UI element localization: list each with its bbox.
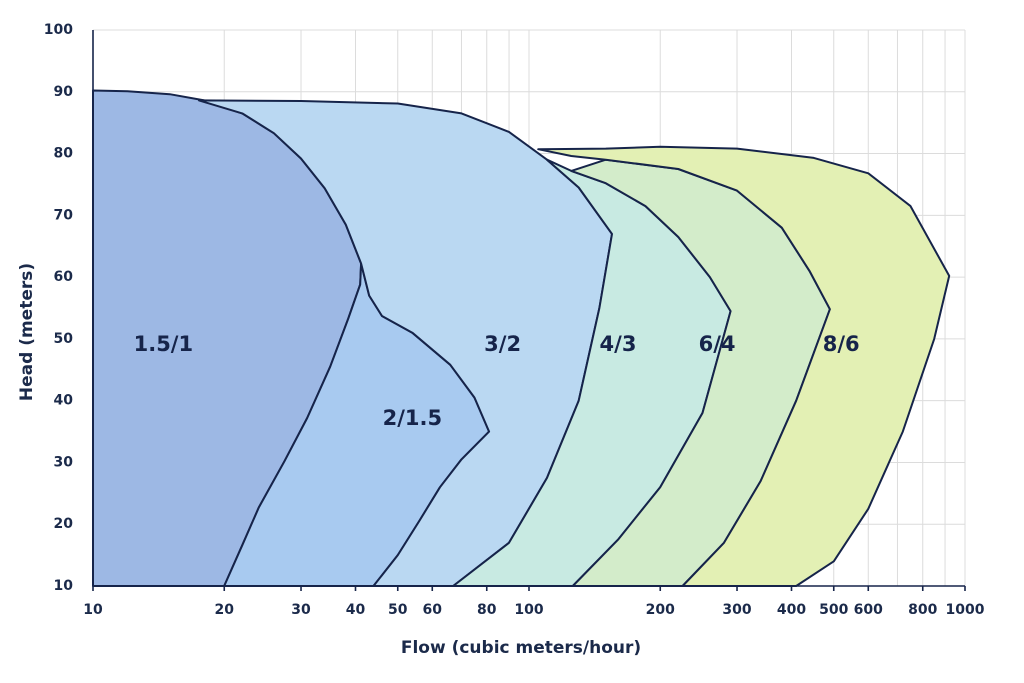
x-tick-label: 300 [722,602,751,618]
y-tick-label: 40 [54,393,74,409]
region-label-4-3: 4/3 [600,332,637,356]
region-label-6-4: 6/4 [699,332,736,356]
x-tick-label: 1000 [946,602,985,618]
x-tick-label: 200 [646,602,675,618]
region-label-8-6: 8/6 [823,332,860,356]
x-tick-label: 30 [291,602,311,618]
x-axis-title: Flow (cubic meters/hour) [401,638,641,658]
y-tick-label: 20 [54,516,74,532]
x-tick-label: 100 [514,602,543,618]
x-tick-label: 80 [477,602,497,618]
x-tick-label: 800 [908,602,937,618]
y-tick-label: 90 [54,84,74,100]
x-tick-label: 10 [83,602,103,618]
region-label-3-2: 3/2 [484,332,521,356]
region-label-1-5-1: 1.5/1 [134,332,193,356]
x-tick-label: 40 [346,602,366,618]
y-tick-label: 30 [54,454,74,470]
performance-regions [92,89,951,587]
x-tick-label: 500 [819,602,848,618]
x-tick-label: 50 [388,602,408,618]
x-tick-labels: 10 20 30 40 50 60 80 100 200 300 400 500 600 800 1000 [83,586,985,618]
y-tick-label: 100 [44,22,73,38]
x-tick-label: 20 [215,602,235,618]
y-tick-labels: 10 20 30 40 50 60 70 80 90 100 [44,22,73,594]
y-tick-label: 10 [54,578,74,594]
y-tick-label: 70 [54,207,74,223]
region-labels: 1.5/1 2/1.5 3/2 4/3 6/4 8/6 [134,332,860,430]
y-tick-label: 60 [54,269,74,285]
x-tick-label: 600 [854,602,883,618]
y-tick-label: 50 [54,331,74,347]
x-tick-label: 60 [423,602,443,618]
region-label-2-1-5: 2/1.5 [383,406,442,430]
x-tick-label: 400 [777,602,806,618]
y-axis-title: Head (meters) [17,263,37,401]
y-tick-label: 80 [54,146,74,162]
